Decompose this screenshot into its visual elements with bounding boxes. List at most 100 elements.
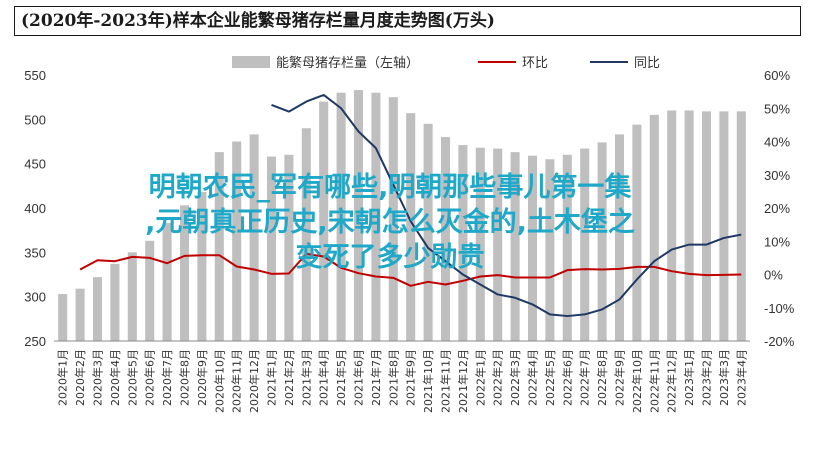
x-tick-label: 2020年12月 <box>247 349 261 413</box>
left-tick-label: 400 <box>24 201 46 216</box>
bar <box>701 111 712 341</box>
x-tick-label: 2021年5月 <box>334 349 348 406</box>
bar <box>162 223 172 341</box>
legend-item-inventory: 能繁母猪存栏量（左轴） <box>232 55 419 71</box>
x-tick-label: 2020年3月 <box>91 349 105 406</box>
bar <box>371 92 381 341</box>
x-tick-label: 2022年2月 <box>491 349 505 406</box>
x-tick-label: 2020年4月 <box>108 349 122 406</box>
legend-label: 环比 <box>522 56 548 71</box>
x-tick-label: 2023年1月 <box>682 349 696 406</box>
bar <box>440 137 451 341</box>
x-tick-label: 2020年2月 <box>73 349 87 406</box>
bar <box>266 156 277 341</box>
x-tick-label: 2022年1月 <box>473 349 487 406</box>
x-tick-label: 2022年8月 <box>595 349 609 406</box>
bar <box>110 263 120 341</box>
left-tick-label: 350 <box>24 245 46 260</box>
bar <box>475 147 485 341</box>
bar <box>197 192 207 341</box>
bar <box>649 114 659 342</box>
axes: 250 300 350 400 450 500 550 -20% -10% 0% 10% 20% 30%… <box>24 68 794 413</box>
bar <box>406 113 416 341</box>
right-tick-label: 50% <box>764 101 790 116</box>
left-tick-label: 300 <box>24 290 46 305</box>
x-tick-label: 2020年6月 <box>143 349 157 406</box>
legend: 能繁母猪存栏量（左轴） 环比 同比 <box>232 55 660 71</box>
bar-series <box>58 90 746 342</box>
legend-label: 能繁母猪存栏量（左轴） <box>276 55 419 71</box>
x-tick-label: 2022年12月 <box>665 349 679 413</box>
bar <box>179 205 190 341</box>
bar <box>545 159 555 341</box>
bar <box>597 142 607 341</box>
bar <box>75 288 85 341</box>
legend-item-yoy: 同比 <box>590 56 660 71</box>
bar <box>284 154 294 341</box>
x-tick-label: 2020年11月 <box>230 349 244 413</box>
x-tick-label: 2022年4月 <box>526 349 540 406</box>
right-tick-label: 0% <box>764 268 783 283</box>
bar <box>667 110 677 341</box>
x-tick-label: 2021年10月 <box>421 349 435 413</box>
bar <box>684 110 694 341</box>
bar <box>736 111 746 341</box>
bar <box>580 148 590 341</box>
bar <box>301 128 311 341</box>
bar <box>510 152 520 341</box>
bar <box>719 111 729 341</box>
right-tick-label: -20% <box>764 334 795 349</box>
right-tick-label: 60% <box>764 68 790 83</box>
legend-item-mom: 环比 <box>478 56 548 71</box>
x-tick-label: 2022年6月 <box>560 349 574 406</box>
right-tick-label: -10% <box>764 301 795 316</box>
x-tick-label: 2021年12月 <box>456 349 470 413</box>
x-tick-label: 2022年11月 <box>647 349 661 413</box>
x-tick-label: 2023年4月 <box>734 349 748 406</box>
x-tick-label: 2020年7月 <box>160 349 174 406</box>
x-tick-label: 2023年2月 <box>700 349 714 406</box>
x-tick-label: 2021年2月 <box>282 349 296 406</box>
x-tick-label: 2021年1月 <box>265 349 279 406</box>
bar <box>145 240 155 341</box>
x-tick-label: 2023年3月 <box>717 349 731 406</box>
x-tick-label: 2021年7月 <box>369 349 383 406</box>
x-tick-label: 2020年10月 <box>212 349 226 413</box>
x-tick-label: 2020年5月 <box>125 349 139 406</box>
bar <box>249 134 259 341</box>
legend-label: 同比 <box>634 56 660 71</box>
x-tick-label: 2022年7月 <box>578 349 592 406</box>
x-tick-label: 2022年5月 <box>543 349 557 406</box>
x-tick-label: 2020年8月 <box>178 349 192 406</box>
line-series <box>79 93 742 318</box>
bar <box>319 101 329 341</box>
chart-title: (2020年-2023年)样本企业能繁母猪存栏量月度走势图(万头) <box>14 6 801 36</box>
x-tick-label: 2021年4月 <box>317 349 331 406</box>
x-tick-label: 2021年3月 <box>299 349 313 406</box>
x-tick-label: 2020年9月 <box>195 349 209 406</box>
right-tick-label: 20% <box>764 201 790 216</box>
bar <box>353 90 364 341</box>
x-tick-label: 2021年6月 <box>352 349 366 406</box>
left-tick-label: 450 <box>24 157 46 172</box>
bar <box>458 145 468 341</box>
right-tick-label: 30% <box>764 168 790 183</box>
bar <box>632 124 642 341</box>
right-tick-label: 10% <box>764 234 790 249</box>
bar <box>232 141 242 341</box>
x-tick-label: 2022年3月 <box>508 349 522 406</box>
x-tick-label: 2020年1月 <box>56 349 70 406</box>
x-tick-label: 2022年10月 <box>630 349 644 413</box>
bar <box>614 134 625 341</box>
right-tick-label: 40% <box>764 135 790 150</box>
bar <box>214 152 224 341</box>
x-tick-label: 2022年9月 <box>613 349 627 406</box>
bar <box>388 97 398 342</box>
left-tick-label: 250 <box>24 334 46 349</box>
yoy-line <box>271 93 742 318</box>
bar <box>493 148 503 341</box>
mom-line <box>79 252 742 287</box>
x-tick-label: 2021年11月 <box>439 349 453 413</box>
bar <box>92 277 103 341</box>
